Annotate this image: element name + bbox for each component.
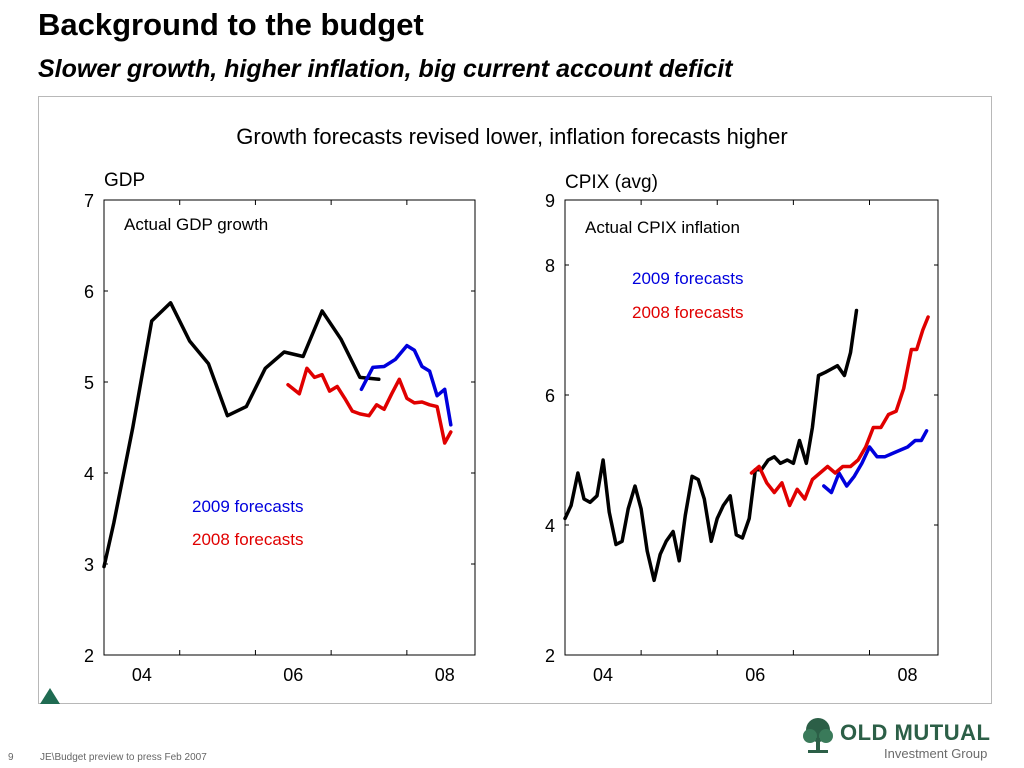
- chart1-y-tick-label: 5: [84, 373, 94, 393]
- chart1-actual-label: Actual GDP growth: [124, 215, 268, 234]
- chart2-y-tick-label: 6: [545, 386, 555, 406]
- chart2-series-actual: [563, 308, 859, 583]
- chart2-title: CPIX (avg): [565, 172, 658, 193]
- chart2-series-forecast-2009: [822, 429, 929, 495]
- chart1-x-tick-label: 08: [435, 665, 455, 685]
- logo-subtitle: Investment Group: [884, 746, 988, 761]
- chart-headline: Growth forecasts revised lower, inflatio…: [236, 124, 788, 149]
- chart2-y-tick-label: 2: [545, 646, 555, 666]
- chart1-plot-area: [103, 199, 476, 656]
- chart2-plot-area: [564, 199, 939, 656]
- chart2-actual-label: Actual CPIX inflation: [585, 218, 740, 237]
- chart1-series-forecast-2008: [286, 366, 453, 445]
- page-number: 9: [8, 752, 14, 763]
- logo-name: OLD MUTUAL: [840, 720, 991, 745]
- chart1-y-tick-label: 2: [84, 646, 94, 666]
- chart1-y-tick-label: 4: [84, 464, 94, 484]
- chart1-series-forecast-2009: [359, 343, 453, 427]
- chart2-x-tick-label: 08: [898, 665, 918, 685]
- tree-emblem-icon: [803, 718, 833, 753]
- chart1-title: GDP: [104, 170, 145, 191]
- page-title: Background to the budget: [38, 7, 424, 42]
- chart1-x-tick-label: 04: [132, 665, 152, 685]
- chart2-forecast-2009-label: 2009 forecasts: [632, 269, 744, 288]
- content-frame: [38, 96, 992, 704]
- chart2-y-tick-label: 8: [545, 256, 555, 276]
- chart1-x-tick-label: 06: [283, 665, 303, 685]
- chart2-x-tick-label: 04: [593, 665, 613, 685]
- chart1-y-tick-label: 3: [84, 555, 94, 575]
- chart1-forecast-2009-label: 2009 forecasts: [192, 497, 304, 516]
- chart1-y-tick-label: 6: [84, 282, 94, 302]
- chart2-forecast-2008-label: 2008 forecasts: [632, 303, 744, 322]
- chart2-y-tick-label: 4: [545, 516, 555, 536]
- chart2-x-tick-label: 06: [745, 665, 765, 685]
- footer-source-text: JE\Budget preview to press Feb 2007: [40, 752, 207, 763]
- old-mutual-logo: OLD MUTUAL Investment Group: [800, 716, 996, 762]
- chart2-y-tick-label: 9: [545, 191, 555, 211]
- chart1-y-tick-label: 7: [84, 191, 94, 211]
- chart1-series-actual: [102, 301, 381, 569]
- page-subtitle: Slower growth, higher inflation, big cur…: [38, 55, 733, 83]
- chart2-series-forecast-2008: [749, 315, 930, 508]
- chart1-forecast-2008-label: 2008 forecasts: [192, 530, 304, 549]
